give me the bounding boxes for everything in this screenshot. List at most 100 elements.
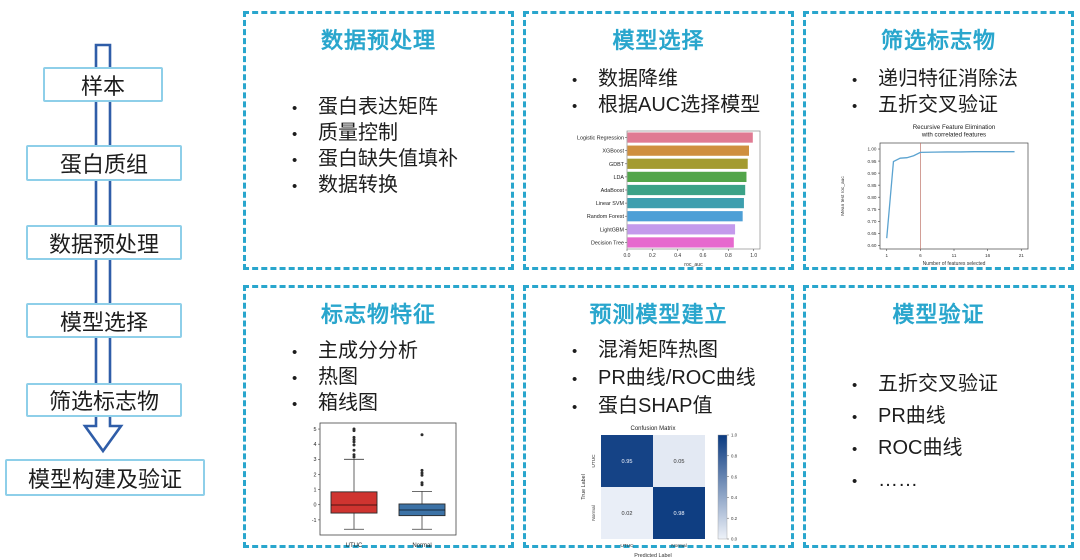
bullet-item: 数据降维 bbox=[572, 67, 785, 93]
bullet-dot-icon bbox=[572, 94, 598, 119]
svg-text:True Label: True Label bbox=[581, 474, 587, 500]
svg-text:1.0: 1.0 bbox=[731, 433, 738, 438]
bullet-list: 主成分分析 热图 箱线图 bbox=[246, 339, 511, 417]
svg-text:-1: -1 bbox=[311, 518, 316, 524]
bullet-text: 混淆矩阵热图 bbox=[598, 339, 718, 361]
bullet-text: PR曲线/ROC曲线 bbox=[598, 367, 756, 389]
bullet-text: PR曲线 bbox=[878, 405, 946, 427]
svg-text:LightGBM: LightGBM bbox=[600, 227, 624, 233]
svg-text:Number of features selected: Number of features selected bbox=[923, 261, 986, 267]
bullet-list: 蛋白表达矩阵 质量控制 蛋白缺失值填补 数据转换 bbox=[246, 95, 511, 199]
bullet-text: 五折交叉验证 bbox=[878, 373, 998, 395]
svg-text:0.2: 0.2 bbox=[649, 253, 656, 259]
svg-text:Predicted Label: Predicted Label bbox=[634, 553, 671, 559]
flow-step-label: 蛋白质组 bbox=[59, 152, 148, 177]
panel-prediction-model: 预测模型建立 混淆矩阵热图 PR曲线/ROC曲线 蛋白SHAP值 Confusi… bbox=[523, 285, 794, 559]
flow-step-proteome: 蛋白质组 bbox=[26, 145, 182, 181]
svg-text:roc_auc: roc_auc bbox=[684, 262, 703, 268]
chart-container: Recursive Feature Elimination with correl… bbox=[806, 121, 1071, 281]
bullet-item: 根据AUC选择模型 bbox=[572, 93, 785, 119]
svg-text:0.4: 0.4 bbox=[674, 253, 681, 259]
model-auc-bar-chart: Logistic Regression XGBoost GDBT LDA AdaBoos… bbox=[577, 130, 761, 268]
bullet-text: 蛋白缺失值填补 bbox=[318, 148, 458, 170]
bullet-item: 热图 bbox=[292, 365, 505, 391]
svg-text:UTUC: UTUC bbox=[620, 543, 634, 549]
bullet-dot-icon bbox=[292, 392, 318, 417]
bullet-text: 热图 bbox=[318, 366, 358, 388]
svg-text:UTUC: UTUC bbox=[591, 454, 597, 468]
bullet-text: 蛋白表达矩阵 bbox=[318, 96, 438, 118]
bullet-text: …… bbox=[878, 469, 918, 491]
bullet-item: 五折交叉验证 bbox=[852, 93, 1065, 119]
flow-step-label: 筛选标志物 bbox=[48, 389, 159, 414]
svg-text:XGBoost: XGBoost bbox=[602, 149, 624, 155]
chart-container: Confusion Matrix 0.95 0.05 0.02 0.98 UTUC Norm… bbox=[526, 421, 791, 560]
svg-text:0.02: 0.02 bbox=[621, 511, 632, 517]
bullet-text: ROC曲线 bbox=[878, 437, 963, 459]
svg-text:3: 3 bbox=[313, 457, 316, 463]
bullet-list: 五折交叉验证 PR曲线 ROC曲线 …… bbox=[806, 369, 1071, 497]
flow-step-marker-screen: 筛选标志物 bbox=[26, 383, 182, 417]
panel-title: 模型验证 bbox=[892, 302, 985, 327]
svg-text:5: 5 bbox=[313, 427, 316, 433]
svg-text:0.75: 0.75 bbox=[868, 207, 877, 212]
bullet-dot-icon bbox=[292, 340, 318, 365]
bullet-dot-icon bbox=[852, 371, 878, 401]
svg-text:1: 1 bbox=[885, 253, 888, 258]
bullet-item: 质量控制 bbox=[292, 121, 505, 147]
bullet-item: 蛋白SHAP值 bbox=[572, 393, 785, 421]
svg-text:Linear SVM: Linear SVM bbox=[596, 201, 625, 207]
bullet-text: 递归特征消除法 bbox=[878, 68, 1018, 90]
flow-step-preprocess: 数据预处理 bbox=[26, 225, 182, 260]
flow-step-label: 样本 bbox=[80, 73, 125, 99]
bullet-dot-icon bbox=[852, 467, 878, 497]
bullet-dot-icon bbox=[572, 68, 598, 93]
bullet-item: 蛋白缺失值填补 bbox=[292, 147, 505, 173]
bullet-item: …… bbox=[852, 465, 1065, 497]
svg-text:with correlated features: with correlated features bbox=[921, 132, 986, 139]
svg-text:0.0: 0.0 bbox=[731, 537, 738, 542]
bullet-item: PR曲线 bbox=[852, 401, 1065, 433]
panel-title: 筛选标志物 bbox=[880, 28, 996, 53]
svg-text:2: 2 bbox=[313, 472, 316, 478]
svg-text:1.0: 1.0 bbox=[750, 253, 757, 259]
bullet-dot-icon bbox=[572, 394, 598, 421]
bullet-text: 箱线图 bbox=[318, 392, 378, 414]
bullet-text: 蛋白SHAP值 bbox=[598, 395, 713, 417]
svg-text:4: 4 bbox=[313, 442, 316, 448]
svg-text:0.98: 0.98 bbox=[673, 511, 684, 517]
bullet-dot-icon bbox=[852, 94, 878, 119]
svg-text:Normal: Normal bbox=[412, 543, 431, 549]
bullet-text: 主成分分析 bbox=[318, 340, 418, 362]
svg-text:21: 21 bbox=[1019, 253, 1025, 258]
bullet-item: PR曲线/ROC曲线 bbox=[572, 365, 785, 393]
bullet-item: ROC曲线 bbox=[852, 433, 1065, 465]
marker-box-plot: -1 0 1 2 3 4 5 UTUC Normal bbox=[311, 422, 456, 549]
svg-text:1: 1 bbox=[313, 487, 316, 493]
bullet-list: 递归特征消除法 五折交叉验证 bbox=[806, 67, 1071, 119]
bullet-item: 数据转换 bbox=[292, 173, 505, 199]
panel-model-validation: 模型验证 五折交叉验证 PR曲线 ROC曲线 …… bbox=[803, 285, 1074, 548]
svg-text:Logistic Regression: Logistic Regression bbox=[577, 136, 624, 142]
flow-step-label: 模型选择 bbox=[59, 309, 148, 335]
bullet-dot-icon bbox=[572, 338, 598, 365]
bullet-item: 混淆矩阵热图 bbox=[572, 337, 785, 365]
svg-text:0.8: 0.8 bbox=[725, 253, 732, 259]
bullet-dot-icon bbox=[852, 435, 878, 465]
svg-text:0.05: 0.05 bbox=[673, 459, 684, 465]
panel-data-preprocessing: 数据预处理 蛋白表达矩阵 质量控制 蛋白缺失值填补 数据转换 bbox=[243, 11, 514, 270]
bullet-list: 数据降维 根据AUC选择模型 bbox=[526, 67, 791, 119]
panel-model-selection: 模型选择 数据降维 根据AUC选择模型 Logistic Regression X… bbox=[523, 11, 794, 270]
svg-text:0.4: 0.4 bbox=[731, 495, 738, 500]
bullet-dot-icon bbox=[292, 122, 318, 147]
panel-marker-features: 标志物特征 主成分分析 热图 箱线图 -1 0 1 2 3 4 5 UTUC Normal bbox=[243, 285, 514, 549]
panel-title: 数据预处理 bbox=[320, 28, 436, 53]
svg-text:0.70: 0.70 bbox=[868, 219, 877, 224]
svg-text:0.65: 0.65 bbox=[868, 231, 877, 236]
svg-text:0.6: 0.6 bbox=[731, 474, 738, 479]
svg-text:0.60: 0.60 bbox=[868, 243, 877, 248]
bullet-item: 箱线图 bbox=[292, 391, 505, 417]
svg-text:0.8: 0.8 bbox=[731, 454, 738, 459]
svg-text:6: 6 bbox=[919, 253, 922, 258]
